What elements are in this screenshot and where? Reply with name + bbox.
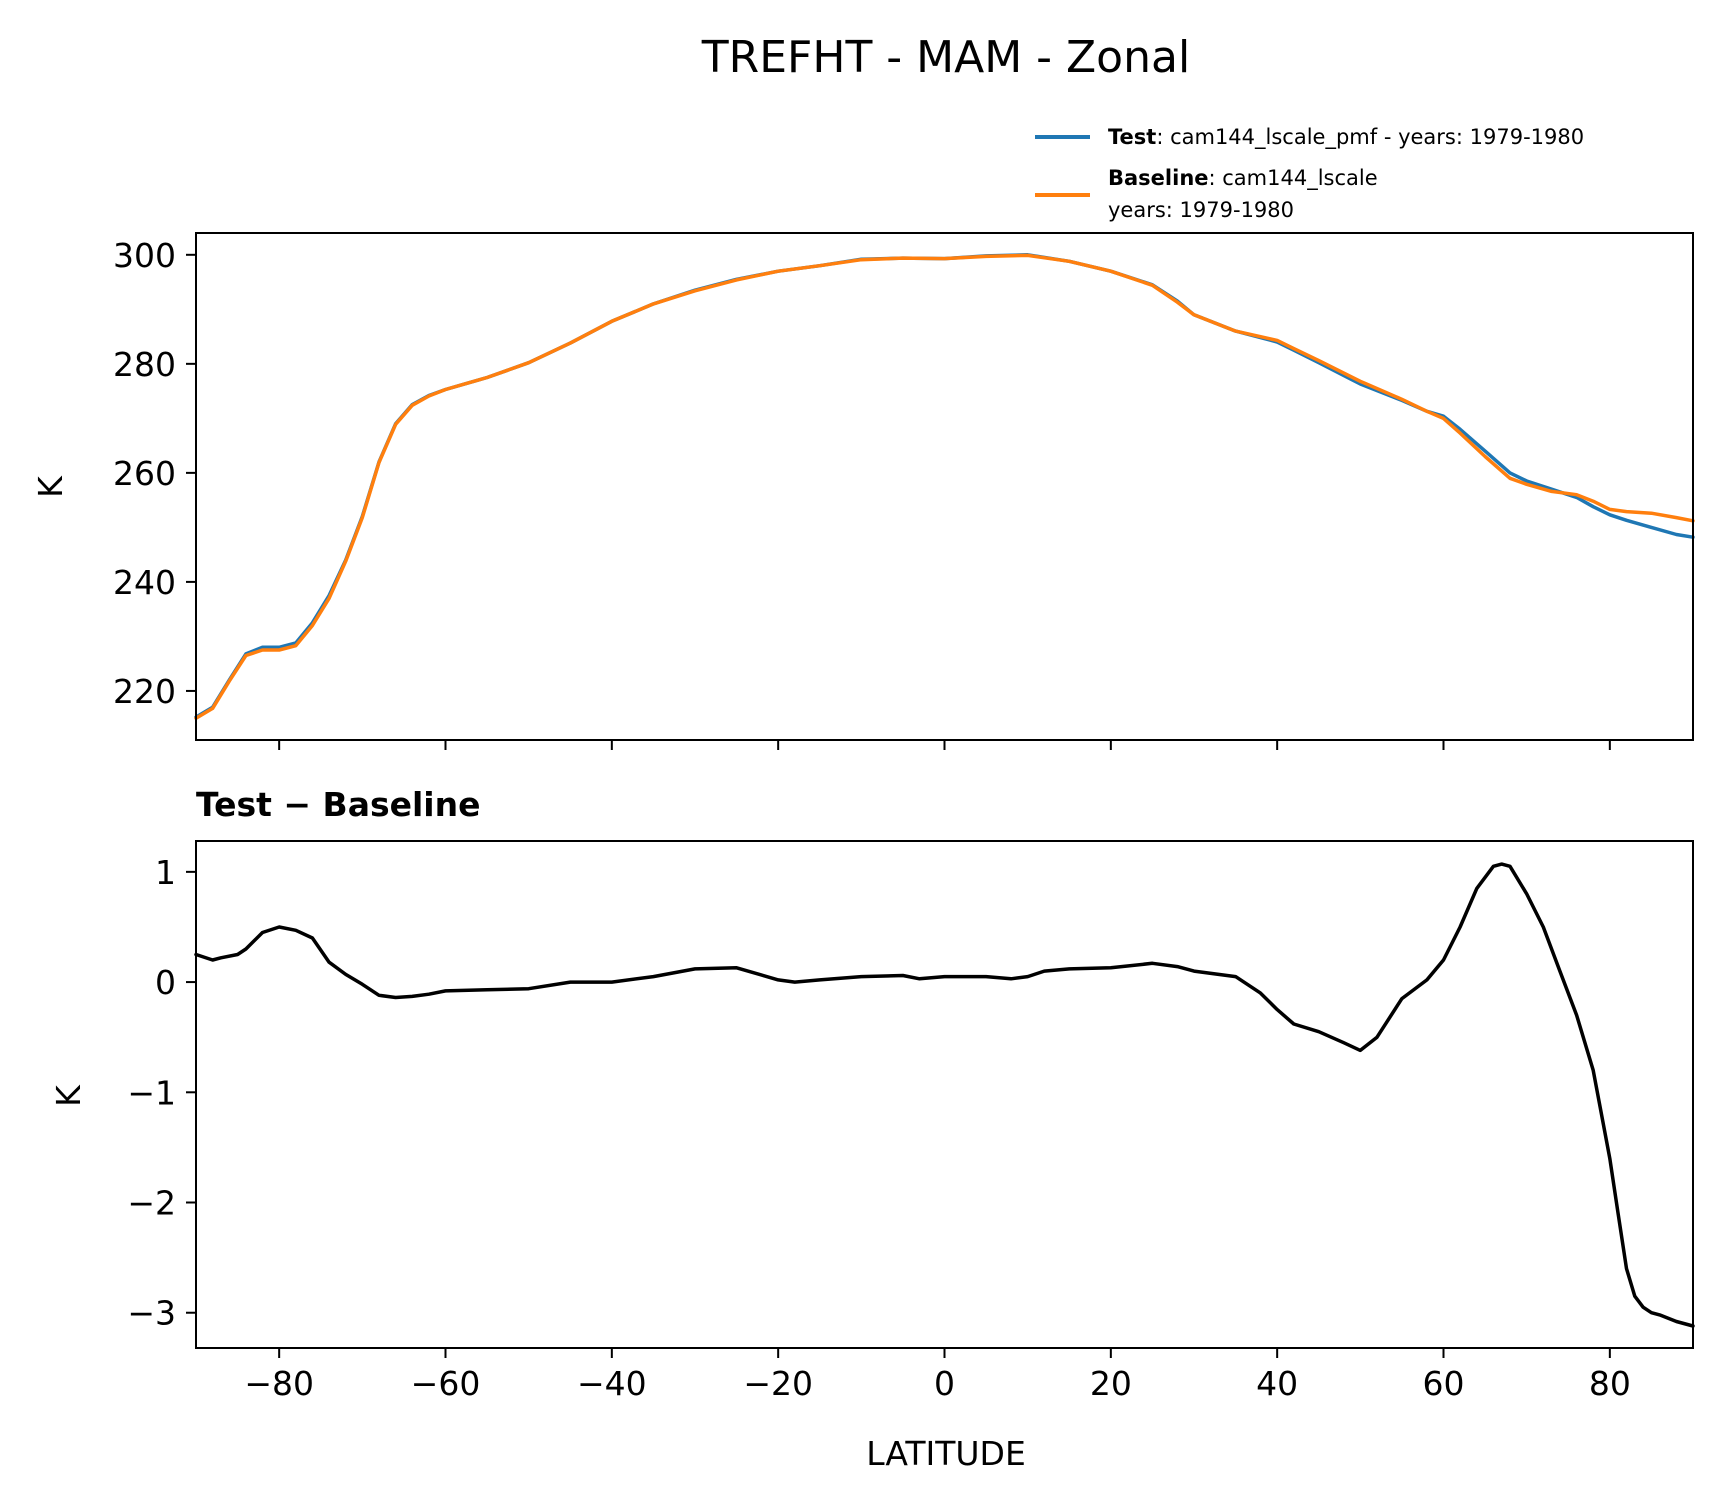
bottom-y-ticks: −3 −2 −1 0 1 (127, 853, 196, 1333)
panel-bottom: Test − Baseline −3 −2 −1 0 1 −80 −60 −40 −20 0 20… (49, 785, 1695, 1473)
bottom-axes-frame (195, 840, 1694, 1349)
legend: Test: cam144_lscale_pmf - years: 1979-19… (1035, 125, 1584, 222)
top-y-tick-label: 260 (113, 454, 176, 493)
bottom-x-tick-label: −20 (743, 1364, 813, 1403)
bottom-series-line-test-baseline (194, 862, 1695, 1328)
bottom-x-tick-label: −80 (244, 1364, 314, 1403)
top-y-tick-label: 300 (113, 236, 176, 275)
top-y-tick-label: 220 (113, 672, 176, 711)
legend-label-test: Test: cam144_lscale_pmf - years: 1979-19… (1108, 125, 1584, 150)
bottom-x-tick-label: −60 (411, 1364, 481, 1403)
bottom-x-tick-label: 60 (1423, 1364, 1465, 1403)
top-y-ticks: 220 240 260 280 300 (113, 236, 196, 711)
bottom-y-tick-label: −2 (127, 1184, 176, 1223)
bottom-x-tick-label: 80 (1589, 1364, 1631, 1403)
top-series-line-baseline (194, 253, 1695, 720)
top-axes-frame (195, 232, 1694, 741)
legend-label-baseline: Baseline: cam144_lscale (1108, 166, 1378, 191)
bottom-series-lines (194, 862, 1695, 1328)
bottom-x-tick-label: 20 (1090, 1364, 1132, 1403)
top-series-lines (194, 253, 1695, 720)
bottom-y-tick-label: 0 (155, 963, 176, 1002)
top-x-ticks (278, 740, 1611, 750)
panel-top: 220 240 260 280 300 K (31, 232, 1695, 750)
bottom-y-tick-label: −1 (127, 1073, 176, 1112)
legend-label-baseline-line2: years: 1979-1980 (1108, 198, 1294, 222)
top-y-axis-label: K (31, 475, 70, 498)
bottom-x-tick-label: 40 (1256, 1364, 1298, 1403)
bottom-x-tick-label: −40 (577, 1364, 647, 1403)
bottom-y-tick-label: 1 (155, 853, 176, 892)
bottom-x-ticks: −80 −60 −40 −20 0 20 40 60 80 (244, 1348, 1631, 1403)
top-y-tick-label: 240 (113, 563, 176, 602)
bottom-y-tick-label: −3 (127, 1294, 176, 1333)
bottom-y-axis-label: K (49, 1084, 88, 1107)
bottom-x-tick-label: 0 (934, 1364, 955, 1403)
x-axis-label: LATITUDE (866, 1434, 1026, 1473)
top-y-tick-label: 280 (113, 345, 176, 384)
bottom-panel-title: Test − Baseline (196, 785, 481, 824)
figure-title: TREFHT - MAM - Zonal (701, 32, 1190, 83)
